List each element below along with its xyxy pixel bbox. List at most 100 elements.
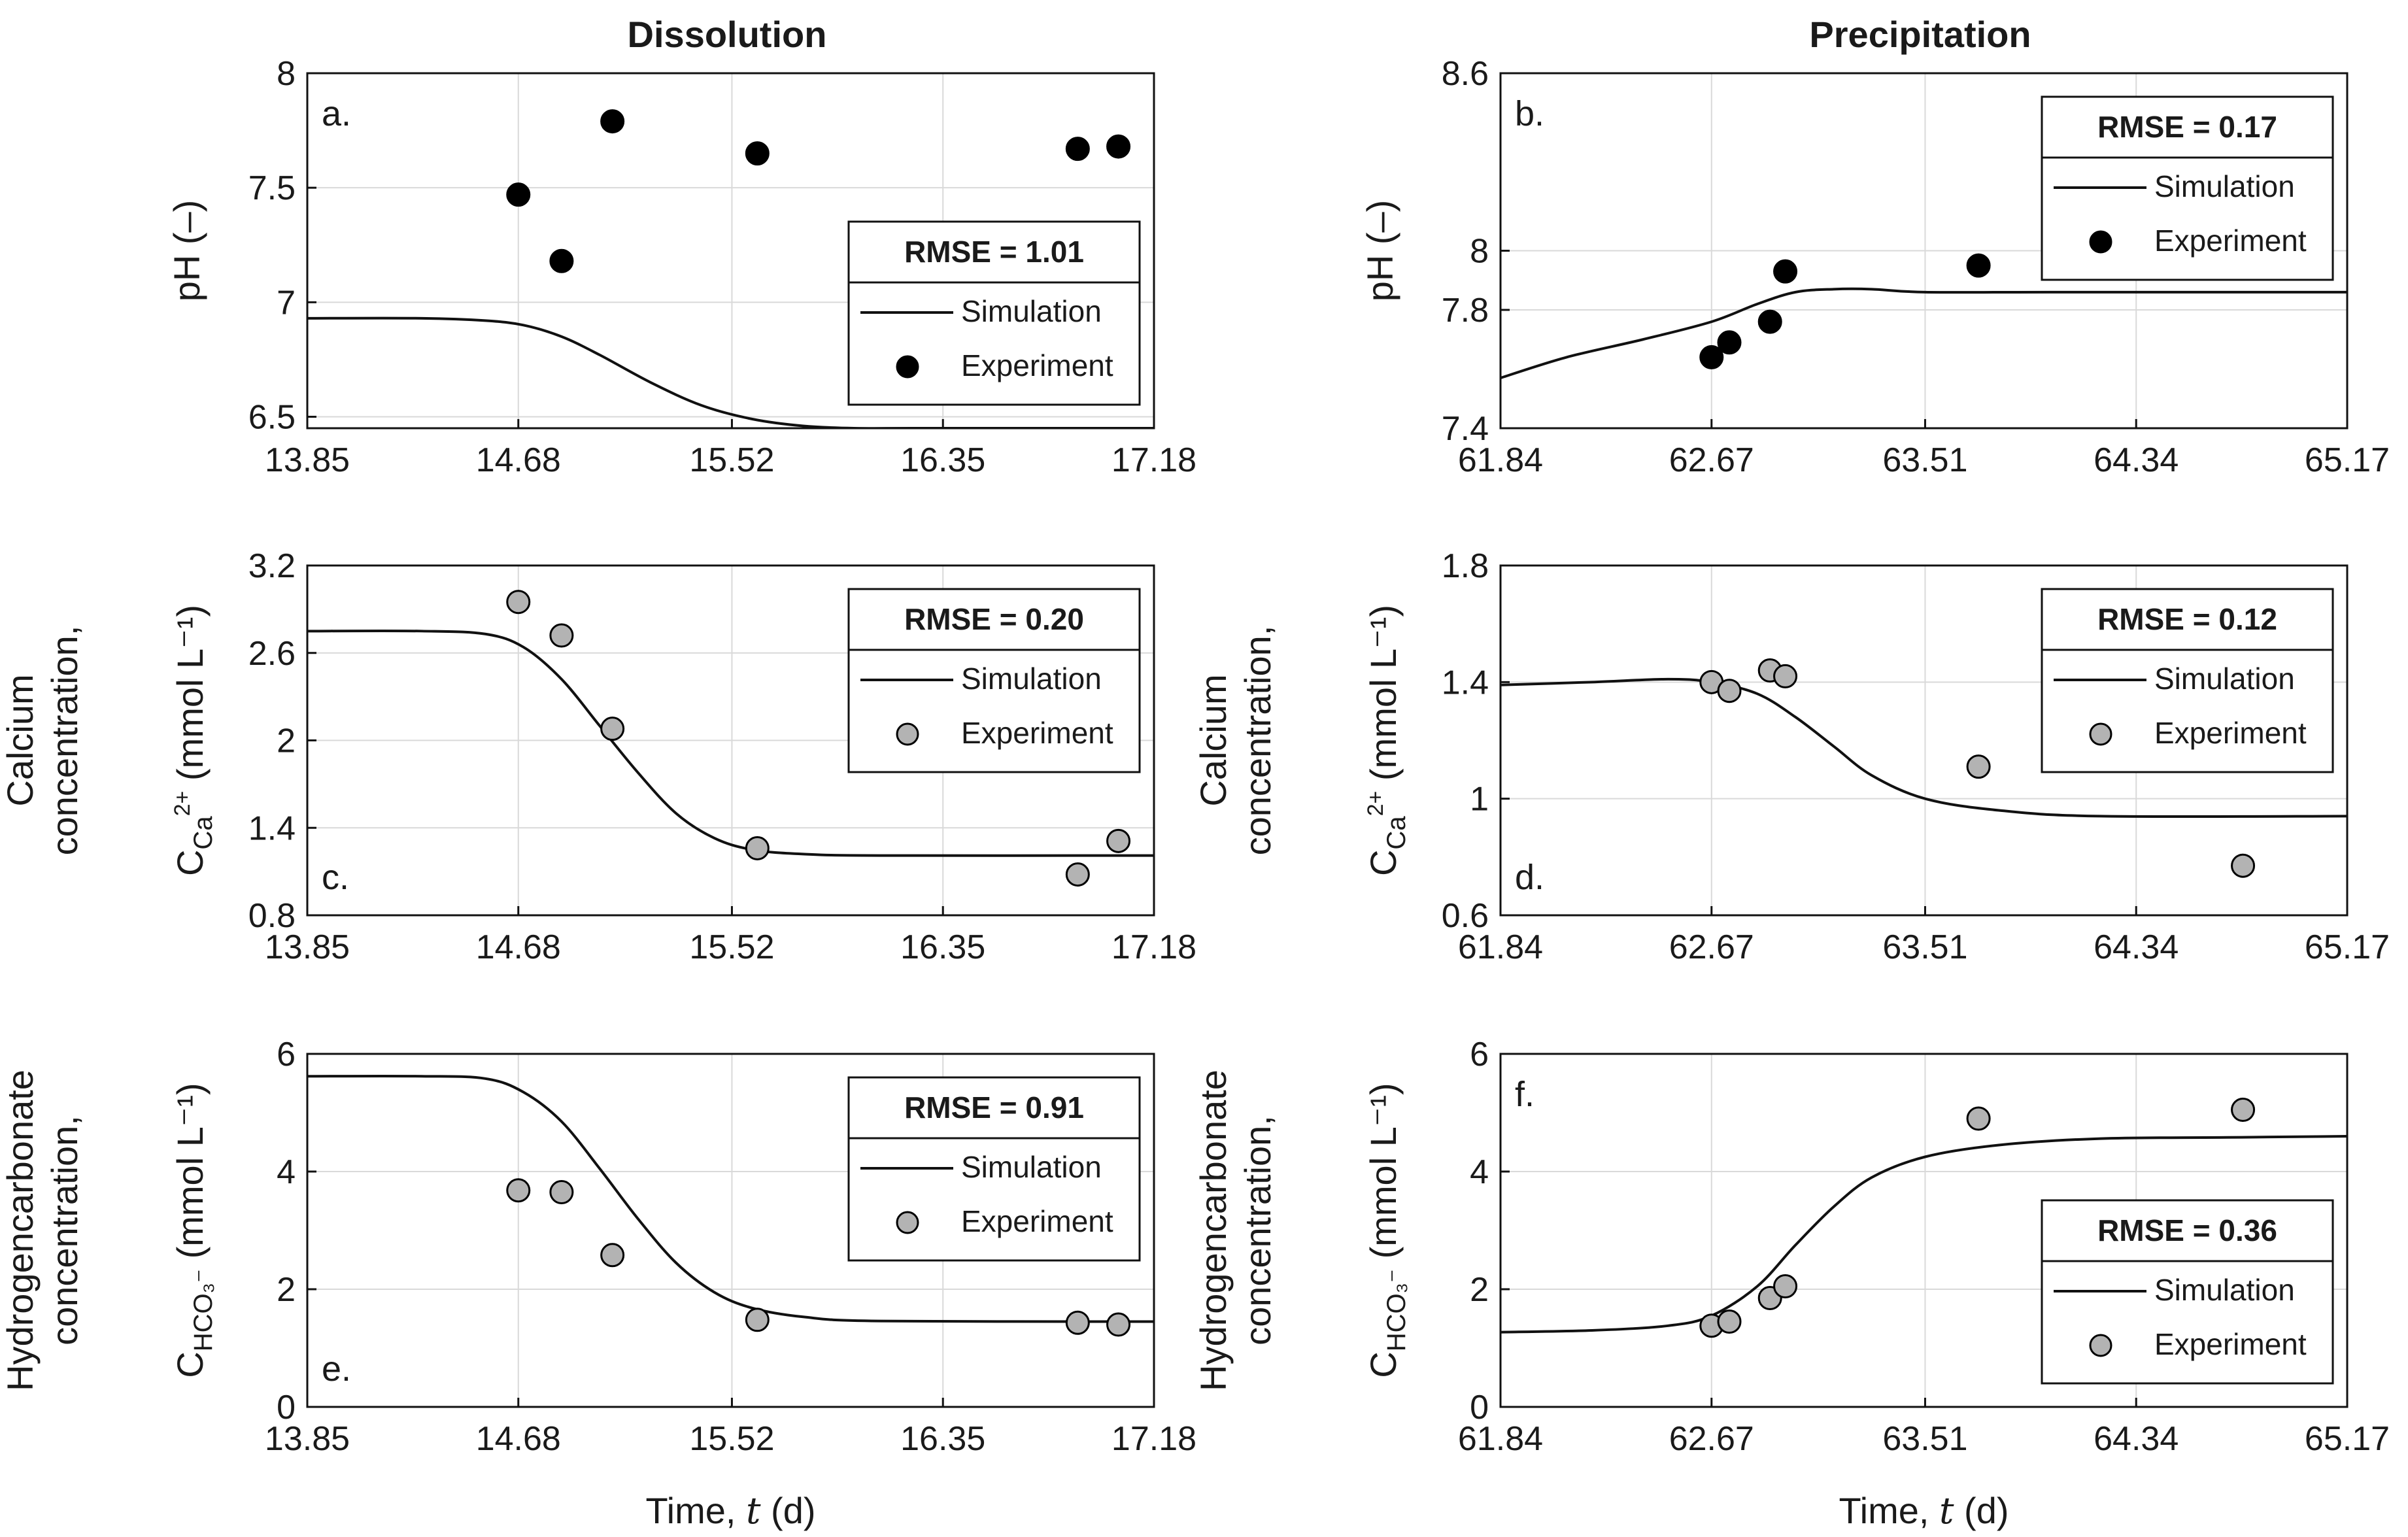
x-tick-label: 13.85 (265, 1420, 350, 1458)
experiment-point (549, 1180, 574, 1204)
experiment-point (2231, 853, 2256, 878)
y-tick-label: 1.4 (248, 809, 296, 847)
x-label-prefix: Time, (1839, 1490, 1939, 1531)
x-tick-label: 63.51 (1882, 928, 1967, 966)
y-tick-label: 7.8 (1442, 292, 1489, 329)
y-axis-description: concentration, (44, 1115, 85, 1345)
legend-exp-label: Experiment (2154, 716, 2307, 750)
y-tick-label: 1 (1470, 781, 1489, 819)
experiment-point (1717, 679, 1742, 703)
x-tick-label: 15.52 (689, 441, 774, 479)
x-tick-label: 64.34 (2094, 1420, 2179, 1458)
y-label-superscript: 2+ (1363, 791, 1388, 817)
y-tick-label: 4 (1470, 1153, 1489, 1191)
y-tick-label: 0.6 (1442, 897, 1489, 935)
panel-b: 61.84 62.67 63.51 64.34 65.17 7.4 7.8 8 8.6 b. RMS… (1359, 55, 2390, 479)
y-tick-label: 4 (277, 1153, 296, 1191)
y-axis-label: CHCO₃⁻ (mmol L⁻¹) (1363, 1083, 1411, 1377)
legend-exp-swatch (2089, 722, 2112, 746)
rmse-label: RMSE = 1.01 (904, 235, 1084, 269)
x-tick-label: 17.18 (1111, 441, 1196, 479)
panel-f: 61.84 62.67 63.51 64.34 65.17 0 2 4 6 f. RMSE = 0.… (1193, 1036, 2390, 1532)
legend-exp-label: Experiment (2154, 1327, 2307, 1361)
y-tick-label: 7.4 (1442, 410, 1489, 448)
rmse-label: RMSE = 0.36 (2097, 1213, 2277, 1247)
panel-d: 61.84 62.67 63.51 64.34 65.17 0.6 1 1.4 1.8 d. RMS… (1193, 547, 2390, 966)
axes-frame (306, 564, 1155, 917)
experiment-point (745, 141, 770, 166)
simulation-line (307, 316, 1154, 428)
rmse-label: RMSE = 0.91 (904, 1090, 1084, 1124)
col-title-precipitation: Precipitation (1809, 14, 2031, 55)
y-label-unit: (mmol L⁻¹) (1363, 605, 1404, 791)
legend-sim-label: Simulation (961, 662, 1102, 696)
panel-e: 13.85 14.68 15.52 16.35 17.18 0 2 4 6 e. RMSE = 0.… (0, 1036, 1196, 1532)
y-tick-label: 0 (277, 1389, 296, 1427)
y-axis-description: Hydrogencarbonate (1193, 1070, 1234, 1391)
y-tick-label: 2.6 (248, 635, 296, 673)
x-tick-label: 65.17 (2305, 928, 2390, 966)
rmse-label: RMSE = 0.12 (2097, 602, 2277, 636)
x-tick-label: 17.18 (1111, 1420, 1196, 1458)
y-label-superscript: 2+ (170, 791, 195, 817)
y-axis-description: Hydrogencarbonate (0, 1070, 41, 1391)
x-label-var: t (1939, 1490, 1954, 1532)
legend-exp-swatch (2089, 1334, 2112, 1357)
y-tick-label: 2 (1470, 1271, 1489, 1309)
x-label-var: t (746, 1490, 761, 1532)
panel-letter: e. (322, 1349, 351, 1389)
legend-sim-label: Simulation (961, 1150, 1102, 1184)
y-axis-description: concentration, (1237, 1115, 1278, 1345)
y-tick-label: 0 (1470, 1389, 1489, 1427)
x-tick-label: 62.67 (1669, 441, 1754, 479)
x-tick-label: 65.17 (2305, 1420, 2390, 1458)
panel-letter: a. (322, 94, 351, 133)
legend: RMSE = 0.36 Simulation Experiment (2041, 1199, 2334, 1385)
experiment-point (1757, 309, 1782, 334)
experiment-point (549, 623, 574, 648)
y-axis-label: CCa2+ (mmol L⁻¹) (1363, 605, 1411, 876)
panel-letter: b. (1515, 94, 1544, 133)
x-tick-label: 61.84 (1458, 928, 1543, 966)
experiment-point (1966, 253, 1991, 278)
col-title-dissolution: Dissolution (628, 14, 827, 55)
x-tick-label: 14.68 (476, 928, 561, 966)
x-tick-label: 16.35 (900, 928, 985, 966)
y-label-symbol: C (169, 1351, 211, 1377)
y-tick-label: 7.5 (248, 169, 296, 207)
experiment-point (1773, 1274, 1798, 1298)
experiment-point (600, 109, 625, 134)
y-label-unit: (mmol L⁻¹) (169, 1083, 211, 1269)
legend: RMSE = 0.17 Simulation Experiment (2041, 95, 2334, 281)
x-tick-label: 62.67 (1669, 928, 1754, 966)
y-label-symbol: C (169, 850, 211, 876)
y-tick-label: 2 (277, 722, 296, 760)
legend-exp-label: Experiment (961, 1204, 1113, 1238)
rmse-label: RMSE = 0.20 (904, 602, 1084, 636)
experiment-point (600, 1243, 625, 1268)
x-tick-label: 13.85 (265, 928, 350, 966)
experiment-point (1717, 1309, 1742, 1334)
x-tick-label: 16.35 (900, 1420, 985, 1458)
legend: RMSE = 0.20 Simulation Experiment (847, 588, 1141, 773)
y-tick-label: 8.6 (1442, 55, 1489, 93)
experiment-point (1106, 1312, 1131, 1337)
experiment-point (506, 1178, 531, 1203)
y-label-unit: (mmol L⁻¹) (1363, 1083, 1404, 1269)
y-axis-description: concentration, (44, 626, 85, 856)
y-label-subscript: HCO₃⁻ (189, 1269, 218, 1351)
experiment-point (1065, 1310, 1090, 1335)
x-tick-label: 15.52 (689, 1420, 774, 1458)
x-label-suffix: (d) (761, 1490, 816, 1531)
legend-exp-swatch (896, 355, 919, 379)
y-tick-label: 8 (1470, 233, 1489, 271)
legend-exp-swatch (896, 1211, 919, 1234)
legend-exp-label: Experiment (961, 716, 1113, 750)
simulation-line (1501, 287, 2347, 379)
experiment-point (745, 1308, 770, 1332)
y-tick-label: 7 (277, 284, 296, 322)
legend-exp-label: Experiment (961, 348, 1113, 382)
experiment-point (549, 248, 574, 273)
legend-exp-swatch (896, 722, 919, 746)
